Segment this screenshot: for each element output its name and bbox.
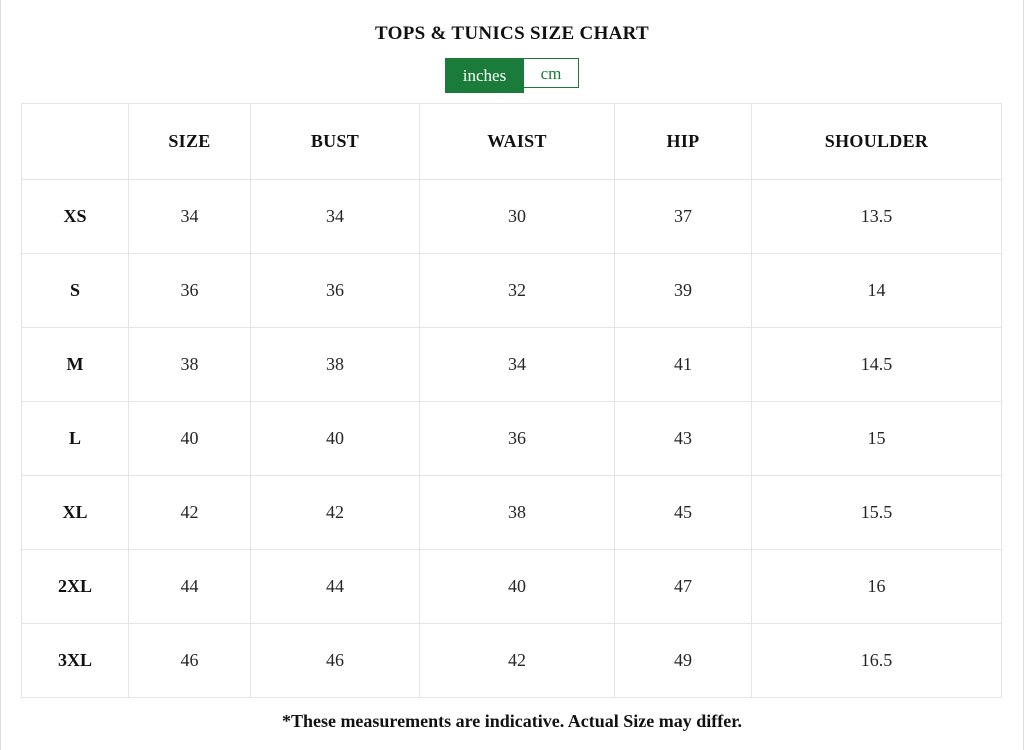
- cell-hip: 47: [614, 549, 752, 624]
- cell-waist: 38: [419, 475, 615, 550]
- header-hip: HIP: [614, 103, 752, 180]
- cell-hip: 41: [614, 327, 752, 402]
- cell-bust: 42: [250, 475, 420, 550]
- header-bust: BUST: [250, 103, 420, 180]
- cell-shoulder: 15: [751, 401, 1002, 476]
- unit-toggle-inches-button[interactable]: inches: [445, 58, 524, 93]
- cell-waist: 36: [419, 401, 615, 476]
- unit-toggle: inches cm: [445, 58, 579, 93]
- cell-size: 40: [128, 401, 251, 476]
- cell-hip: 45: [614, 475, 752, 550]
- unit-toggle-cm-button[interactable]: cm: [524, 58, 579, 88]
- cell-waist: 32: [419, 253, 615, 328]
- table-row-2xl: 2XL 44 44 40 47 16: [21, 549, 1002, 624]
- cell-bust: 44: [250, 549, 420, 624]
- unit-toggle-row: inches cm: [1, 58, 1023, 93]
- header-size: SIZE: [128, 103, 251, 180]
- cell-size: 34: [128, 179, 251, 254]
- row-label: 2XL: [21, 549, 129, 624]
- cell-shoulder: 14: [751, 253, 1002, 328]
- cell-bust: 36: [250, 253, 420, 328]
- cell-size: 46: [128, 623, 251, 698]
- cell-bust: 46: [250, 623, 420, 698]
- cell-shoulder: 13.5: [751, 179, 1002, 254]
- table-row-xs: XS 34 34 30 37 13.5: [21, 179, 1002, 254]
- cell-shoulder: 14.5: [751, 327, 1002, 402]
- cell-hip: 37: [614, 179, 752, 254]
- cell-shoulder: 16.5: [751, 623, 1002, 698]
- cell-bust: 38: [250, 327, 420, 402]
- header-row: SIZE BUST WAIST HIP SHOULDER: [21, 103, 1002, 180]
- row-label: L: [21, 401, 129, 476]
- cell-hip: 49: [614, 623, 752, 698]
- header-waist: WAIST: [419, 103, 615, 180]
- row-label: M: [21, 327, 129, 402]
- header-blank: [21, 103, 129, 180]
- cell-waist: 40: [419, 549, 615, 624]
- cell-size: 36: [128, 253, 251, 328]
- size-chart-table: SIZE BUST WAIST HIP SHOULDER XS 34 34 30…: [21, 103, 1002, 698]
- cell-size: 44: [128, 549, 251, 624]
- cell-hip: 39: [614, 253, 752, 328]
- cell-size: 42: [128, 475, 251, 550]
- cell-waist: 42: [419, 623, 615, 698]
- row-label: S: [21, 253, 129, 328]
- row-label: 3XL: [21, 623, 129, 698]
- page-title: TOPS & TUNICS SIZE CHART: [374, 23, 650, 44]
- row-label: XS: [21, 179, 129, 254]
- header-shoulder: SHOULDER: [751, 103, 1002, 180]
- cell-bust: 40: [250, 401, 420, 476]
- cell-shoulder: 16: [751, 549, 1002, 624]
- measurements-footnote: *These measurements are indicative. Actu…: [281, 711, 743, 731]
- table-row-s: S 36 36 32 39 14: [21, 253, 1002, 328]
- cell-hip: 43: [614, 401, 752, 476]
- cell-shoulder: 15.5: [751, 475, 1002, 550]
- table-row-3xl: 3XL 46 46 42 49 16.5: [21, 623, 1002, 698]
- cell-size: 38: [128, 327, 251, 402]
- cell-waist: 34: [419, 327, 615, 402]
- table-row-l: L 40 40 36 43 15: [21, 401, 1002, 476]
- cell-bust: 34: [250, 179, 420, 254]
- row-label: XL: [21, 475, 129, 550]
- table-row-m: M 38 38 34 41 14.5: [21, 327, 1002, 402]
- cell-waist: 30: [419, 179, 615, 254]
- table-row-xl: XL 42 42 38 45 15.5: [21, 475, 1002, 550]
